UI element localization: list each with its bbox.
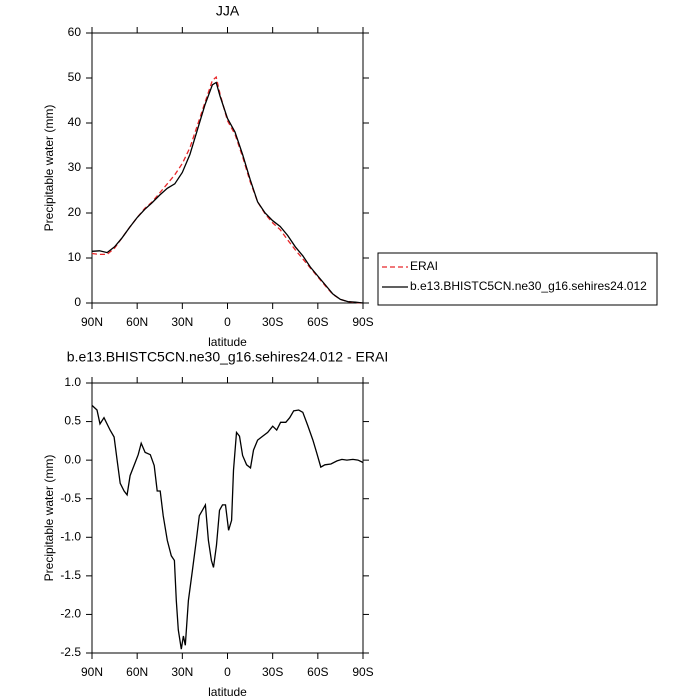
legend-box: [377, 252, 658, 306]
y-axis-label: Precipitable water (mm): [42, 455, 56, 582]
data-line: [91, 81, 364, 304]
legend-label: ERAI: [410, 259, 438, 273]
y-tick-label: -1.0: [60, 529, 81, 543]
y-tick-label: 0.5: [64, 414, 81, 428]
x-tick-label: 90N: [81, 315, 103, 329]
x-tick-label: 30S: [262, 665, 283, 679]
data-line: [91, 75, 364, 304]
y-tick-label: -1.5: [60, 568, 81, 582]
x-tick-label: 60N: [126, 315, 148, 329]
x-tick-label: 0: [224, 315, 231, 329]
plot-frame: [91, 32, 364, 304]
x-axis-label: latitude: [208, 685, 247, 699]
legend-label: b.e13.BHISTC5CN.ne30_g16.sehires24.012: [410, 279, 647, 293]
y-tick-label: -0.5: [60, 491, 81, 505]
y-tick-label: 60: [68, 25, 82, 39]
y-tick-label: -2.0: [60, 607, 81, 621]
y-tick-label: 20: [68, 205, 82, 219]
y-tick-label: 50: [68, 70, 82, 84]
x-tick-label: 30N: [171, 315, 193, 329]
y-tick-label: 0: [74, 295, 81, 309]
x-tick-label: 60S: [307, 665, 328, 679]
x-axis-label: latitude: [208, 335, 247, 349]
chart-title: b.e13.BHISTC5CN.ne30_g16.sehires24.012 -…: [67, 349, 388, 365]
x-tick-label: 30N: [171, 665, 193, 679]
y-tick-label: 30: [68, 160, 82, 174]
x-tick-label: 90S: [352, 315, 373, 329]
chart-title: JJA: [216, 3, 240, 19]
data-line: [91, 404, 364, 650]
x-tick-label: 30S: [262, 315, 283, 329]
x-tick-label: 60N: [126, 665, 148, 679]
x-tick-label: 0: [224, 665, 231, 679]
y-tick-label: 40: [68, 115, 82, 129]
y-tick-label: -2.5: [60, 645, 81, 659]
x-tick-label: 90N: [81, 665, 103, 679]
y-tick-label: 0.0: [64, 452, 81, 466]
y-tick-label: 10: [68, 250, 82, 264]
y-tick-label: 1.0: [64, 375, 81, 389]
x-tick-label: 90S: [352, 665, 373, 679]
x-tick-label: 60S: [307, 315, 328, 329]
y-axis-label: Precipitable water (mm): [42, 105, 56, 232]
